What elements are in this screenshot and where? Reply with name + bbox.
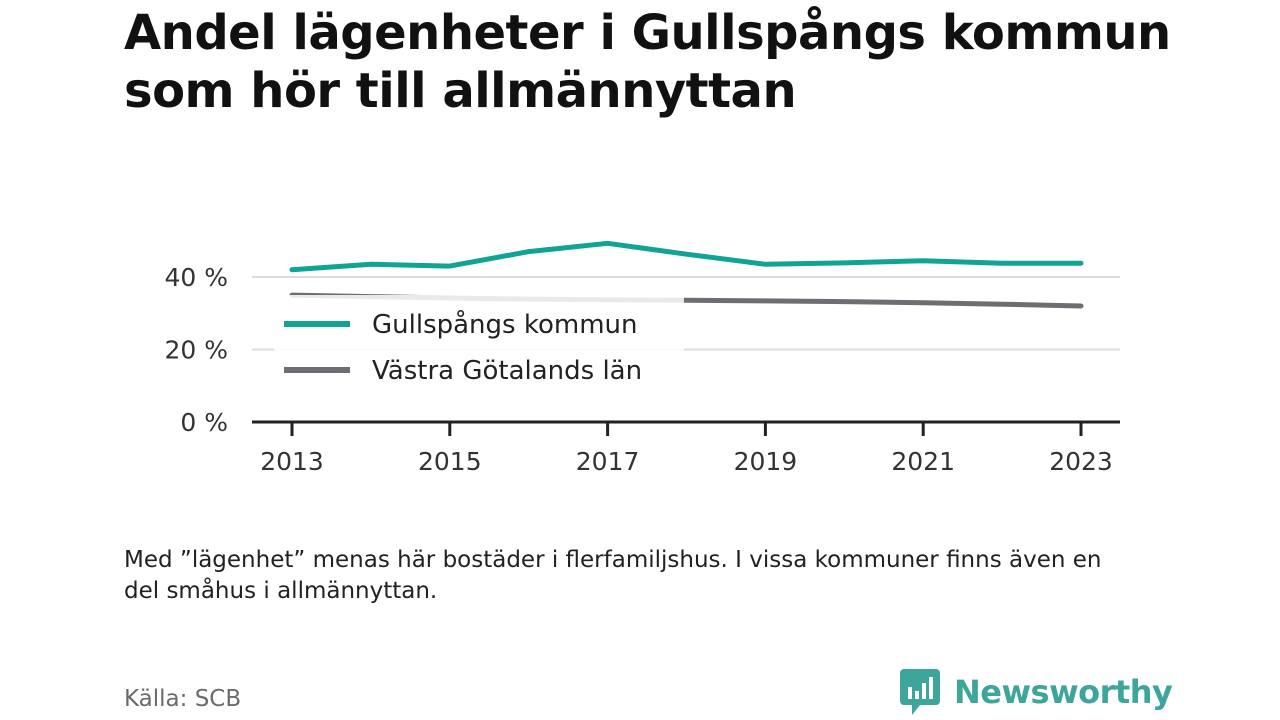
y-axis-labels: 0 % 20 % 40 % [164,263,228,437]
newsworthy-logo-icon [900,669,940,715]
legend: Gullspångs kommun Västra Götalands län [274,295,684,391]
series-line [289,240,1084,273]
legend-label: Gullspångs kommun [372,309,638,340]
x-axis: 2013 2015 2017 2019 2021 2023 [252,420,1120,476]
y-tick-label: 40 % [164,263,228,292]
x-tick-label: 2015 [418,447,482,476]
x-tick-label: 2017 [576,447,640,476]
y-tick-label: 20 % [164,336,228,365]
brand-logo[interactable]: Newsworthy [900,669,1173,715]
legend-background [274,295,684,391]
x-tick-label: 2023 [1049,447,1113,476]
legend-label: Västra Götalands län [372,356,642,386]
chart-title: Andel lägenheter i Gullspångs kommun som… [124,5,1171,119]
x-tick-label: 2013 [260,447,324,476]
brand-name: Newsworthy [954,673,1173,711]
x-tick-label: 2019 [734,447,798,476]
source-label: Källa: SCB [124,686,242,712]
y-tick-label: 0 % [180,408,228,437]
x-tick-label: 2021 [891,447,955,476]
footnote: Med ”lägenhet” menas här bostäder i fler… [124,547,1102,604]
